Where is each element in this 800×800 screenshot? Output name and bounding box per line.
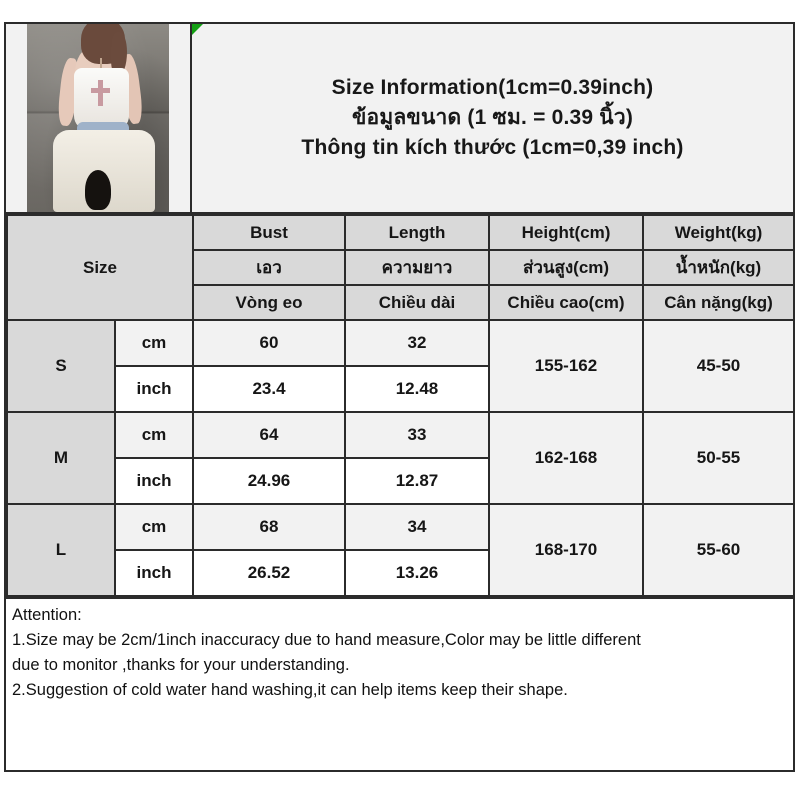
header-length-en: Length [344,214,490,251]
unit-inch-l: inch [114,549,194,597]
header-bust-vi: Vòng eo [192,284,346,321]
weight-l: 55-60 [642,503,795,597]
size-table: Size Bust Length Height(cm) Weight(kg) เ… [6,214,795,597]
bust-inch-s: 23.4 [192,365,346,413]
product-photo-cell [6,24,192,212]
photo-cross-motif-horizontal [91,88,110,93]
attention-notes: Attention: 1.Size may be 2cm/1inch inacc… [6,597,793,704]
height-s: 155-162 [488,319,644,413]
bust-cm-l: 68 [192,503,346,551]
header-bust-en: Bust [192,214,346,251]
table-row: inch 26.52 13.26 [7,549,794,597]
bust-inch-l: 26.52 [192,549,346,597]
table-header-row-vietnamese: Vòng eo Chiều dài Chiều cao(cm) Cân nặng… [7,284,795,321]
photo-cross-motif-vertical [98,80,103,106]
chart-header-band: Size Information(1cm=0.39inch) ข้อมูลขนา… [6,24,793,214]
table-row: inch 23.4 12.48 [7,365,794,413]
notes-line-3: 2.Suggestion of cold water hand washing,… [12,681,568,700]
header-height-vi: Chiều cao(cm) [488,284,644,321]
header-length-th: ความยาว [344,249,490,286]
height-l: 168-170 [488,503,644,597]
size-column-title: Size [6,214,194,321]
length-cm-m: 33 [344,411,490,459]
unit-cm-m: cm [114,411,194,459]
table-header-row-thai: เอว ความยาว ส่วนสูง(cm) น้ำหนัก(kg) [7,249,795,286]
unit-cm-l: cm [114,503,194,551]
header-length-vi: Chiều dài [344,284,490,321]
height-m: 162-168 [488,411,644,505]
bust-cm-s: 60 [192,319,346,367]
notes-line-1: 1.Size may be 2cm/1inch inaccuracy due t… [12,631,641,650]
notes-line-2: due to monitor ,thanks for your understa… [12,656,350,675]
size-label-l: L [6,503,116,597]
bust-cm-m: 64 [192,411,346,459]
header-height-th: ส่วนสูง(cm) [488,249,644,286]
header-height-en: Height(cm) [488,214,644,251]
header-weight-en: Weight(kg) [642,214,795,251]
title-line-thai: ข้อมูลขนาด (1 ซม. = 0.39 นิ้ว) [351,106,634,130]
header-weight-th: น้ำหนัก(kg) [642,249,795,286]
size-label-s: S [6,319,116,413]
unit-cm-s: cm [114,319,194,367]
length-cm-s: 32 [344,319,490,367]
title-line-english: Size Information(1cm=0.39inch) [331,76,654,100]
size-chart-sheet: Size Information(1cm=0.39inch) ข้อมูลขนา… [4,22,795,772]
table-row: inch 24.96 12.87 [7,457,794,505]
header-weight-vi: Cân nặng(kg) [642,284,795,321]
weight-s: 45-50 [642,319,795,413]
length-cm-l: 34 [344,503,490,551]
header-bust-th: เอว [192,249,346,286]
product-photo [27,24,169,212]
weight-m: 50-55 [642,411,795,505]
bust-inch-m: 24.96 [192,457,346,505]
title-line-vietnamese: Thông tin kích thước (1cm=0,39 inch) [301,135,684,159]
length-inch-l: 13.26 [344,549,490,597]
length-inch-s: 12.48 [344,365,490,413]
table-row: L cm 68 34 168-170 55-60 [6,503,795,597]
notes-heading: Attention: [12,606,82,624]
table-row: S cm 60 32 155-162 45-50 [6,319,795,413]
unit-inch-m: inch [114,457,194,505]
length-inch-m: 12.87 [344,457,490,505]
green-corner-marker-icon [192,24,203,35]
table-row: M cm 64 33 162-168 50-55 [6,411,795,505]
photo-handbag [85,170,111,210]
unit-inch-s: inch [114,365,194,413]
table-header-row-english: Size Bust Length Height(cm) Weight(kg) [6,214,795,321]
size-label-m: M [6,411,116,505]
photo-model-hair-strand [111,32,127,76]
title-block: Size Information(1cm=0.39inch) ข้อมูลขนา… [192,24,793,212]
